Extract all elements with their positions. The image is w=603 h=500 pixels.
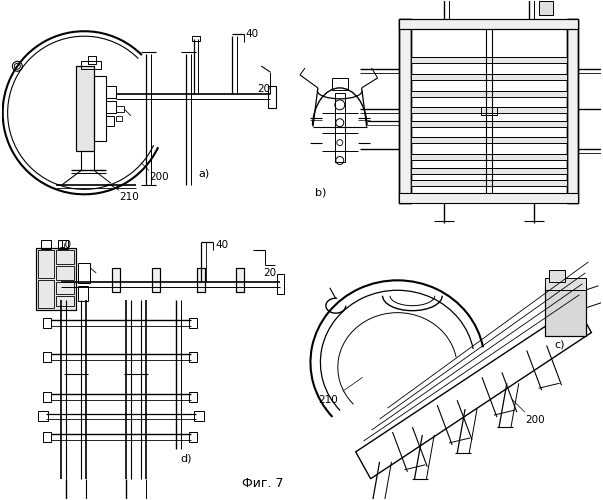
Bar <box>411 74 567 80</box>
Bar <box>194 411 204 421</box>
Bar <box>43 352 51 362</box>
Bar <box>106 116 114 126</box>
Bar <box>78 286 88 300</box>
Bar <box>106 101 116 113</box>
Bar <box>399 20 411 204</box>
Bar <box>152 268 160 292</box>
Bar <box>56 250 74 264</box>
Bar <box>56 282 74 294</box>
Bar <box>112 268 120 292</box>
Bar <box>88 56 96 64</box>
Text: 20: 20 <box>264 268 276 278</box>
Text: 210: 210 <box>318 395 338 405</box>
Bar <box>56 296 74 306</box>
Bar <box>567 20 578 204</box>
Bar <box>197 268 204 292</box>
Bar <box>411 180 567 186</box>
Bar <box>411 168 567 174</box>
Text: 40: 40 <box>245 29 259 39</box>
Bar <box>36 248 76 310</box>
Bar <box>94 76 106 140</box>
Bar <box>277 274 284 294</box>
Bar <box>78 263 90 283</box>
Bar <box>481 107 497 115</box>
Bar <box>116 106 124 112</box>
Bar <box>399 20 578 29</box>
Bar <box>399 20 578 29</box>
Bar <box>411 120 567 126</box>
Bar <box>411 91 567 97</box>
Bar <box>545 286 586 336</box>
Bar <box>43 392 51 402</box>
Bar <box>411 136 567 142</box>
Bar <box>545 286 586 336</box>
Text: 210: 210 <box>119 192 139 202</box>
Bar <box>399 194 578 203</box>
Bar <box>39 411 48 421</box>
Bar <box>189 352 197 362</box>
Bar <box>335 93 345 162</box>
Bar <box>197 268 204 292</box>
Bar <box>236 268 244 292</box>
Bar <box>236 268 244 292</box>
Bar <box>192 36 200 41</box>
Bar <box>189 392 197 402</box>
Text: d): d) <box>181 454 192 464</box>
Bar <box>538 2 552 16</box>
Bar <box>39 280 54 307</box>
Text: 200: 200 <box>525 415 545 425</box>
Bar <box>152 268 160 292</box>
Bar <box>116 116 122 120</box>
Bar <box>56 266 74 280</box>
Bar <box>58 240 68 249</box>
Bar <box>106 86 116 98</box>
Bar <box>43 318 51 328</box>
Bar <box>399 20 411 204</box>
Bar <box>189 432 197 442</box>
Text: 20: 20 <box>257 84 270 94</box>
Text: b): b) <box>315 188 326 198</box>
Bar <box>411 154 567 160</box>
Bar <box>268 86 276 108</box>
Bar <box>81 61 101 69</box>
Text: 200: 200 <box>149 172 168 182</box>
Bar <box>332 78 348 90</box>
Bar <box>76 66 94 150</box>
Bar <box>545 278 586 290</box>
Bar <box>43 432 51 442</box>
Text: a): a) <box>198 168 210 178</box>
Bar <box>112 268 120 292</box>
Text: 40: 40 <box>215 240 229 250</box>
Text: 10: 10 <box>58 240 72 250</box>
Bar <box>39 250 54 278</box>
Text: Фиг. 7: Фиг. 7 <box>242 476 284 490</box>
Bar <box>411 107 567 113</box>
Bar <box>567 20 578 204</box>
Bar <box>76 66 94 150</box>
Bar <box>411 57 567 63</box>
Bar <box>42 240 51 249</box>
Bar <box>36 248 76 310</box>
Bar <box>549 270 564 282</box>
Text: c): c) <box>555 340 565 349</box>
Bar <box>189 318 197 328</box>
